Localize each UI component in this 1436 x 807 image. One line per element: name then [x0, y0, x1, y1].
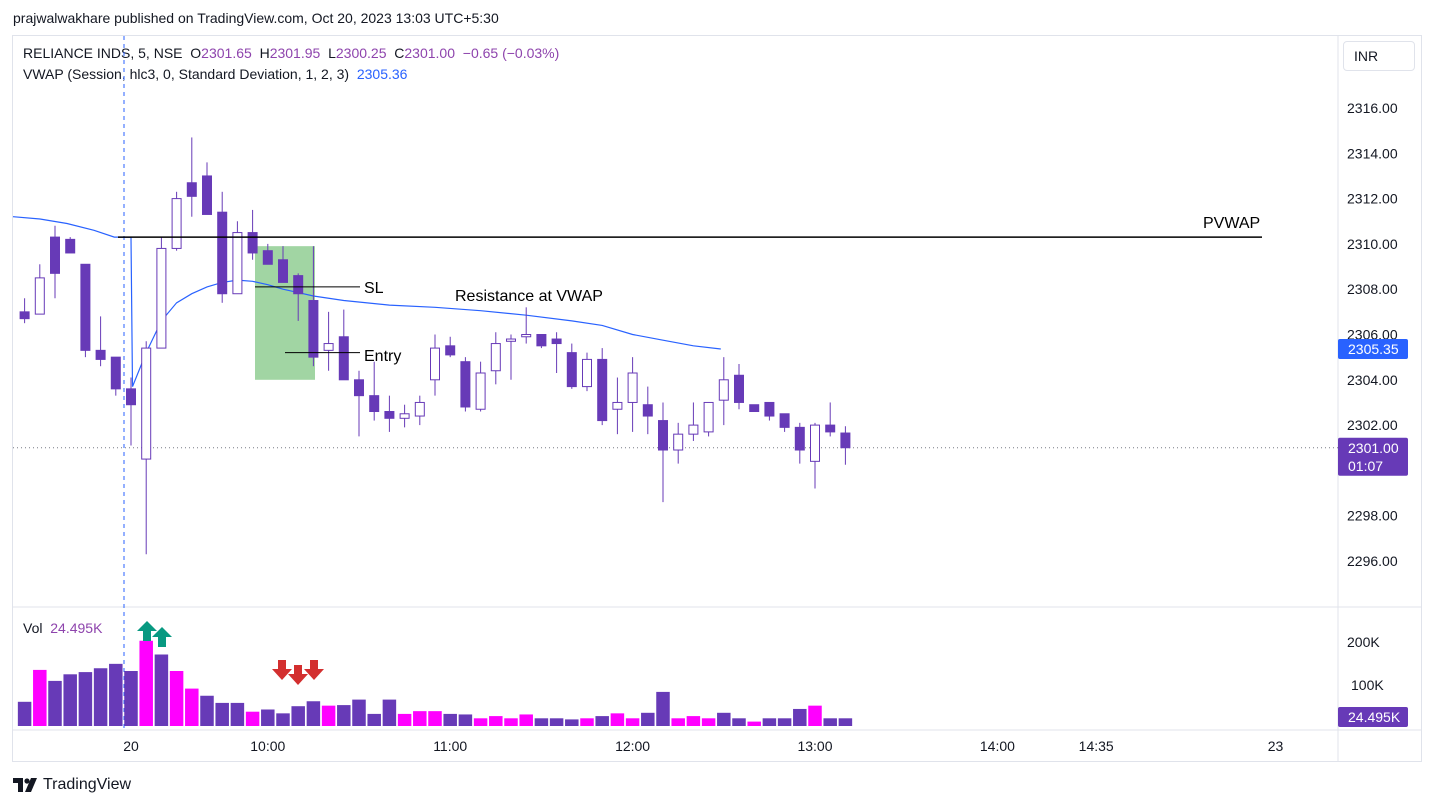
close-label: C: [394, 45, 405, 61]
publish-info: prajwalwakhare published on TradingView.…: [13, 10, 499, 26]
low-value: 2300.25: [335, 45, 387, 61]
low-label: L: [328, 45, 336, 61]
high-label: H: [259, 45, 270, 61]
vwap-legend[interactable]: VWAP (Session, hlc3, 0, Standard Deviati…: [23, 66, 407, 82]
vwap-value: 2305.36: [356, 66, 408, 82]
tradingview-logo[interactable]: TradingView: [13, 776, 131, 794]
tradingview-brand: TradingView: [43, 776, 132, 793]
symbol-label: RELIANCE INDS, 5, NSE: [23, 45, 183, 61]
currency-button[interactable]: INR: [1343, 41, 1415, 71]
close-value: 2301.00: [404, 45, 455, 61]
vwap-label: VWAP (Session, hlc3, 0, Standard Deviati…: [23, 66, 350, 82]
open-value: 2301.65: [201, 45, 252, 61]
volume-value: 24.495K: [50, 620, 103, 636]
chart-frame: [12, 35, 1422, 762]
volume-label: Vol: [23, 620, 43, 636]
change-value: −0.65 (−0.03%): [462, 45, 560, 61]
tradingview-logo-icon: [13, 778, 37, 792]
high-value: 2301.95: [269, 45, 321, 61]
open-label: O: [190, 45, 202, 61]
volume-legend[interactable]: Vol 24.495K: [23, 620, 102, 636]
symbol-legend[interactable]: RELIANCE INDS, 5, NSE O2301.65 H2301.95 …: [23, 45, 559, 61]
